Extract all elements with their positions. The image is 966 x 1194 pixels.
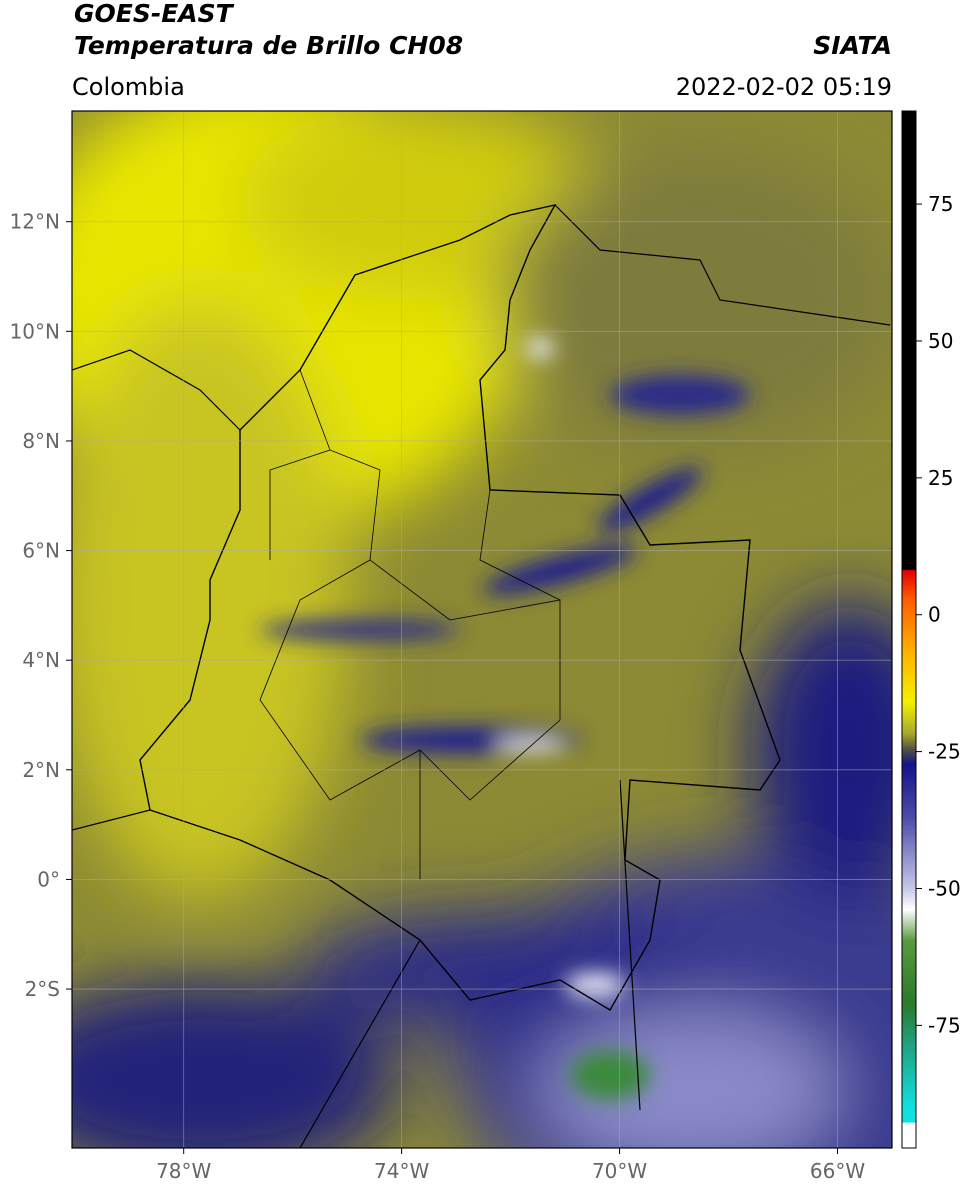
x-tick-label: 66°W <box>810 1159 865 1183</box>
y-tick-label: 2°S <box>25 977 60 1001</box>
y-tick-label: 0° <box>37 867 60 891</box>
colorbar-tick-label: -25 <box>928 740 961 764</box>
title: GOES-EAST <box>74 0 235 28</box>
y-tick-label: 2°N <box>22 758 60 782</box>
y-tick-label: 10°N <box>10 319 60 343</box>
x-tick-label: 70°W <box>592 1159 647 1183</box>
map-frame <box>71 110 893 1149</box>
source: SIATA <box>813 31 892 60</box>
region: Colombia <box>72 73 185 101</box>
satellite-image <box>72 111 892 1148</box>
subtitle: Temperatura de Brillo CH08 <box>74 31 463 60</box>
colorbar-tick-label: 75 <box>928 192 953 216</box>
y-tick-label: 4°N <box>22 648 60 672</box>
y-tick-label: 12°N <box>10 210 60 234</box>
colorbar-tick-label: 0 <box>928 603 941 627</box>
colorbar-tick-label: 25 <box>928 466 953 490</box>
datetime: 2022-02-02 05:19 <box>676 73 892 101</box>
colorbar-tick-label: -50 <box>928 876 961 900</box>
x-tick-label: 78°W <box>156 1159 211 1183</box>
y-tick-label: 6°N <box>22 539 60 563</box>
colorbar-tick-label: -75 <box>928 1013 961 1037</box>
x-tick-label: 74°W <box>374 1159 429 1183</box>
y-tick-label: 8°N <box>22 429 60 453</box>
colorbar <box>901 110 917 1149</box>
colorbar-tick-label: 50 <box>928 329 953 353</box>
